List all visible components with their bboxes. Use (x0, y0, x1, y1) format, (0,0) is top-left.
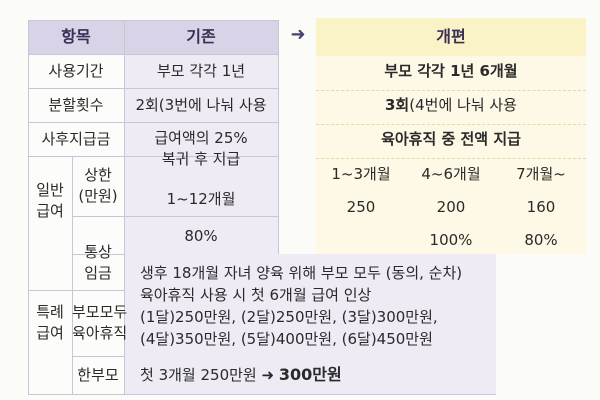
period-revised: 부모 각각 1년 6개월 (384, 62, 518, 80)
header-existing: 기존 (186, 27, 216, 46)
split-existing: 2회(3번에 나눠 사용 (135, 96, 267, 114)
parents-label: 부모모두 육아휴직 (72, 303, 128, 342)
special-benefit-bg (124, 254, 496, 394)
row-label-general: 일반 급여 (36, 181, 64, 220)
header-revised: 개편 (436, 27, 466, 46)
row-label-split: 분할횟수 (48, 96, 104, 114)
header-existing-cell (124, 20, 278, 54)
revised-column-bg (316, 56, 586, 254)
period-existing: 부모 각각 1년 (156, 62, 246, 80)
split-revised-rest: (4번에 나눠 사용 (409, 96, 517, 114)
cap-period-2: 4~6개월 (421, 165, 481, 183)
arrow-icon: ➜ (261, 366, 275, 384)
split-revised-count: 3회 (385, 96, 410, 114)
cap-label: 상한 (만원) (78, 166, 118, 205)
cap-existing: 1~12개월 (166, 190, 236, 208)
header-revised-cell (316, 18, 586, 56)
post-existing: 급여액의 25% 복귀 후 지급 (154, 129, 248, 168)
wage-revised-1: 100% (429, 231, 473, 249)
cap-value-2: 200 (436, 198, 466, 216)
cap-value-1: 250 (346, 198, 376, 216)
cap-period-1: 1~3개월 (331, 165, 391, 183)
wage-revised-2: 80% (524, 231, 558, 249)
row-label-special: 특례 급여 (36, 303, 64, 342)
row-label-post: 사후지급금 (41, 130, 111, 148)
wage-existing: 80% (184, 227, 218, 245)
single-parent-result: 300만원 (278, 365, 342, 384)
single-parent-text: 첫 3개월 250만원 ➜ 300만원 (140, 365, 342, 385)
existing-column-bg (124, 54, 278, 254)
header-item-cell (28, 20, 124, 54)
row-label-period: 사용기간 (48, 62, 104, 80)
single-parent-before: 첫 3개월 250만원 (140, 366, 257, 384)
single-parent-label: 한부모 (77, 366, 119, 384)
parents-text: 생후 18개월 자녀 양육 위해 부모 모두 (동의, 순차) 육아휴직 사용 … (140, 264, 463, 348)
label-column-bg (28, 54, 124, 394)
cap-value-3: 160 (526, 198, 556, 216)
post-revised: 육아휴직 중 전액 지급 (381, 130, 521, 148)
arrow-icon: ➜ (290, 24, 306, 45)
cap-period-3: 7개월~ (516, 165, 566, 183)
wage-label: 통상 임금 (84, 243, 112, 282)
header-item: 항목 (61, 27, 91, 46)
split-revised: 3회(4번에 나눠 사용 (316, 95, 586, 115)
